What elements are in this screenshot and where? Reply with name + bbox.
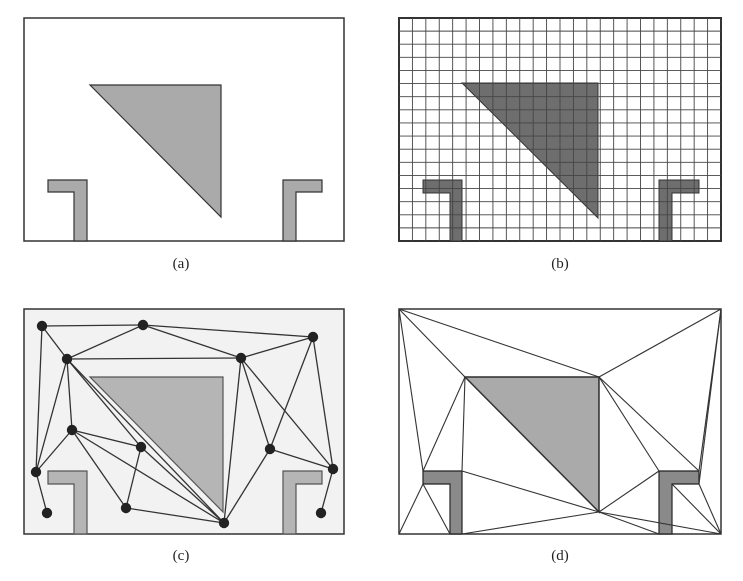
triangulation-edge [422, 483, 451, 535]
roadmap-edge [269, 336, 314, 450]
panel-b [398, 17, 722, 242]
triangulation-edge [398, 308, 600, 378]
roadmap-edge [66, 358, 142, 448]
panel-b-triangle-obstacle [460, 82, 599, 220]
caption-a: (a) [172, 256, 190, 272]
roadmap-edge [41, 325, 68, 360]
triangulation-edge [461, 511, 600, 535]
triangulation-edge [698, 483, 722, 535]
panel-d [398, 308, 722, 535]
roadmap-edge [66, 358, 73, 431]
roadmap-edge [71, 429, 225, 524]
roadmap-node [36, 320, 48, 332]
panel-c-right-l-obstacle [282, 470, 323, 535]
triangulation-edge [461, 376, 466, 472]
panel-a [23, 17, 345, 242]
roadmap-node [327, 463, 339, 475]
roadmap-edge [66, 357, 242, 360]
triangulation-edge [598, 376, 700, 472]
roadmap-edge [240, 357, 271, 450]
roadmap-edge [320, 468, 334, 514]
roadmap-edge [66, 324, 144, 360]
roadmap-edge [35, 325, 43, 473]
panel-c-roadmap-nodes [30, 319, 339, 529]
panel-c-roadmap-edges [35, 324, 334, 524]
roadmap-node [120, 502, 132, 514]
roadmap-edge [35, 358, 68, 473]
roadmap-edge [142, 324, 242, 359]
roadmap-node [137, 319, 149, 331]
roadmap-node [30, 466, 42, 478]
roadmap-node [41, 507, 53, 519]
panel-c-left-l-obstacle [47, 470, 88, 535]
triangulation-edge [671, 483, 722, 535]
roadmap-edge [125, 446, 142, 509]
panel-c [23, 308, 345, 535]
roadmap-edge [240, 357, 334, 470]
triangulation-edge [398, 308, 466, 378]
roadmap-edge [312, 336, 334, 470]
roadmap-node [61, 353, 73, 365]
roadmap-edge [125, 507, 225, 524]
triangulation-edge [598, 511, 660, 535]
triangulation-edge [464, 376, 600, 513]
triangulation-edge [598, 308, 722, 378]
roadmap-node [66, 424, 78, 436]
roadmap-edge [269, 448, 334, 470]
panel-b-right-l-obstacle [658, 179, 700, 242]
panel-b-occupancy-grid [399, 18, 721, 241]
triangulation-edge [598, 376, 660, 472]
panel-a-right-l-obstacle [282, 179, 323, 242]
roadmap-edge [66, 358, 225, 524]
roadmap-node [235, 352, 247, 364]
caption-b: (b) [551, 256, 569, 272]
roadmap-node [218, 517, 230, 529]
panel-a-left-l-obstacle [47, 179, 88, 242]
roadmap-edge [41, 324, 144, 327]
roadmap-edge [223, 357, 242, 524]
triangulation-edge [422, 376, 466, 472]
roadmap-node [315, 507, 327, 519]
roadmap-edge [142, 324, 314, 338]
triangulation-edge [461, 470, 600, 513]
roadmap-node [135, 441, 147, 453]
roadmap-edge [240, 336, 314, 359]
panel-d-triangulation-edges [398, 308, 722, 535]
triangulation-edge [398, 483, 424, 535]
roadmap-edge [71, 429, 142, 448]
panel-a-triangle-obstacle [88, 84, 222, 219]
roadmap-edge [35, 429, 73, 473]
roadmap-edge [223, 448, 271, 524]
panel-c-triangle-obstacle [88, 376, 224, 514]
roadmap-node [264, 443, 276, 455]
roadmap-edge [140, 446, 225, 524]
triangulation-edge [698, 308, 722, 485]
caption-d: (d) [551, 548, 569, 564]
triangulation-edge [598, 511, 722, 535]
triangulation-edge [598, 470, 660, 513]
triangulation-edge [398, 308, 424, 472]
roadmap-edge [35, 471, 48, 514]
caption-c: (c) [172, 548, 190, 564]
roadmap-node [307, 331, 319, 343]
roadmap-edge [71, 429, 127, 509]
